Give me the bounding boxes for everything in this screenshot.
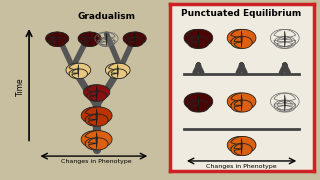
Polygon shape <box>96 108 97 125</box>
Polygon shape <box>49 37 63 46</box>
Polygon shape <box>188 93 213 110</box>
Polygon shape <box>284 94 285 111</box>
Polygon shape <box>78 64 79 78</box>
Polygon shape <box>84 37 98 46</box>
Polygon shape <box>96 132 97 149</box>
Polygon shape <box>85 131 112 148</box>
Text: Changes in Phenotype: Changes in Phenotype <box>206 164 277 169</box>
Polygon shape <box>231 144 249 156</box>
Polygon shape <box>84 85 107 100</box>
Polygon shape <box>188 29 213 46</box>
Text: Gradualism: Gradualism <box>77 12 135 21</box>
Polygon shape <box>46 32 66 45</box>
Polygon shape <box>88 138 108 150</box>
Polygon shape <box>90 91 106 101</box>
Polygon shape <box>188 37 206 48</box>
Polygon shape <box>85 114 105 126</box>
Text: Time: Time <box>16 77 25 96</box>
Polygon shape <box>108 63 130 77</box>
Polygon shape <box>106 33 107 46</box>
Polygon shape <box>69 63 91 77</box>
Polygon shape <box>88 114 108 126</box>
Polygon shape <box>51 37 66 46</box>
Polygon shape <box>81 131 108 148</box>
Polygon shape <box>234 37 252 48</box>
Text: Punctuated Equilibrium: Punctuated Equilibrium <box>181 9 302 18</box>
Polygon shape <box>89 33 90 46</box>
Polygon shape <box>231 37 249 48</box>
Polygon shape <box>227 136 252 154</box>
Polygon shape <box>87 91 104 101</box>
Polygon shape <box>184 29 209 46</box>
Polygon shape <box>117 64 118 78</box>
Polygon shape <box>81 32 101 45</box>
Polygon shape <box>66 63 88 77</box>
Polygon shape <box>234 100 252 112</box>
Polygon shape <box>105 63 127 77</box>
Polygon shape <box>188 100 206 112</box>
Polygon shape <box>191 100 209 112</box>
Text: Changes in Phenotype: Changes in Phenotype <box>61 159 132 164</box>
Polygon shape <box>126 37 141 46</box>
Polygon shape <box>231 93 256 110</box>
Polygon shape <box>78 32 98 45</box>
Polygon shape <box>128 37 143 46</box>
Polygon shape <box>241 31 242 48</box>
Polygon shape <box>81 107 108 124</box>
Polygon shape <box>69 69 85 79</box>
Polygon shape <box>231 29 256 46</box>
Polygon shape <box>227 93 252 110</box>
Polygon shape <box>284 31 285 48</box>
Polygon shape <box>231 100 249 112</box>
Polygon shape <box>111 69 127 79</box>
Polygon shape <box>57 33 58 46</box>
Polygon shape <box>234 144 252 156</box>
Polygon shape <box>72 69 87 79</box>
Polygon shape <box>85 107 112 124</box>
Polygon shape <box>134 33 135 46</box>
Polygon shape <box>198 94 199 111</box>
Polygon shape <box>184 93 209 110</box>
Polygon shape <box>227 29 252 46</box>
Polygon shape <box>191 37 209 48</box>
Polygon shape <box>198 31 199 48</box>
Polygon shape <box>48 32 69 45</box>
Polygon shape <box>108 69 124 79</box>
Polygon shape <box>231 136 256 154</box>
Polygon shape <box>85 138 105 150</box>
Polygon shape <box>96 86 97 100</box>
Polygon shape <box>81 37 96 46</box>
Polygon shape <box>126 32 146 45</box>
Polygon shape <box>241 138 242 155</box>
Polygon shape <box>241 94 242 111</box>
Polygon shape <box>87 85 110 100</box>
Polygon shape <box>123 32 143 45</box>
